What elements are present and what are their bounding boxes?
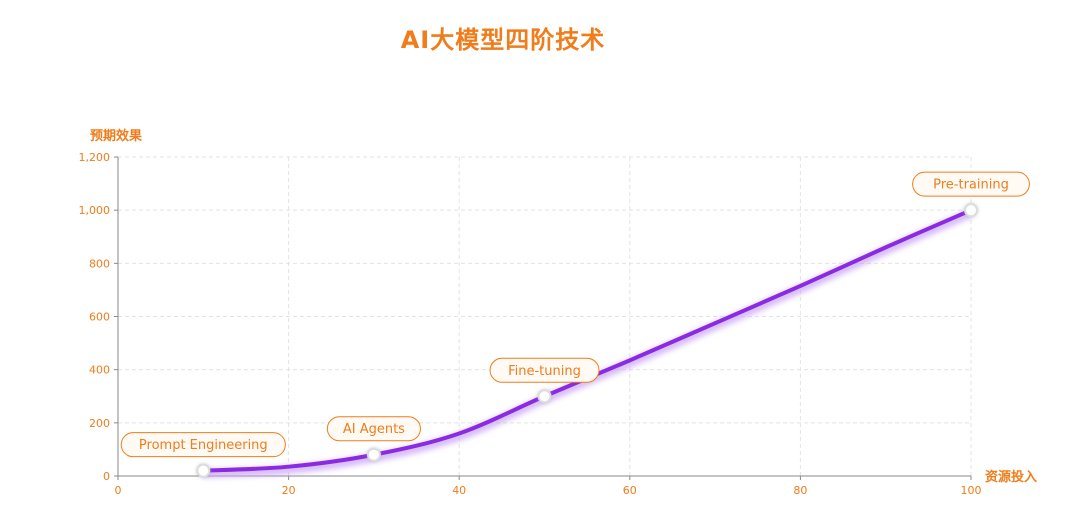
annotation-bubble xyxy=(912,171,1030,197)
series-line xyxy=(201,208,973,473)
annotations: Prompt Engineering AI Agents Fine-tuning Pr… xyxy=(120,171,1030,458)
x-tick-label: 100 xyxy=(961,484,982,497)
x-tick-label: 0 xyxy=(115,484,122,497)
y-axis-label: 预期效果 xyxy=(90,128,142,144)
annotation-label: Fine-tuning xyxy=(508,364,581,379)
grid xyxy=(118,156,972,476)
data-point-marker xyxy=(964,203,978,218)
y-tick-label: 400 xyxy=(89,364,110,377)
series xyxy=(201,208,973,478)
annotation-label: AI Agents xyxy=(343,422,405,437)
annotation-label: Prompt Engineering xyxy=(139,438,268,453)
annotation-bubble xyxy=(489,357,600,383)
annotation-label: Pre-training xyxy=(933,178,1009,193)
axes: 0 200 400 600 800 1,000 1,200 0 20 40 60 80 100 预期效果资… xyxy=(79,128,1038,497)
y-tick-label: 0 xyxy=(103,470,110,483)
y-tick-label: 200 xyxy=(89,417,110,430)
x-tick-label: 60 xyxy=(623,484,637,497)
chart-title: AI大模型四阶技术 xyxy=(400,26,606,54)
data-point-marker xyxy=(366,447,381,462)
x-tick-label: 40 xyxy=(452,484,466,497)
x-axis-label: 资源投入 xyxy=(985,469,1037,485)
markers xyxy=(196,203,978,478)
series-line-glow xyxy=(203,209,973,478)
x-tick-label: 20 xyxy=(282,484,296,497)
data-point-marker xyxy=(537,389,552,404)
annotation-bubble xyxy=(120,432,286,458)
x-tick-label: 80 xyxy=(793,484,807,497)
data-point-marker xyxy=(196,463,211,478)
y-tick-label: 1,200 xyxy=(79,151,111,164)
y-tick-label: 600 xyxy=(89,311,110,324)
annotation-bubble xyxy=(326,416,421,442)
y-tick-label: 800 xyxy=(89,257,110,270)
y-tick-label: 1,000 xyxy=(79,204,111,217)
